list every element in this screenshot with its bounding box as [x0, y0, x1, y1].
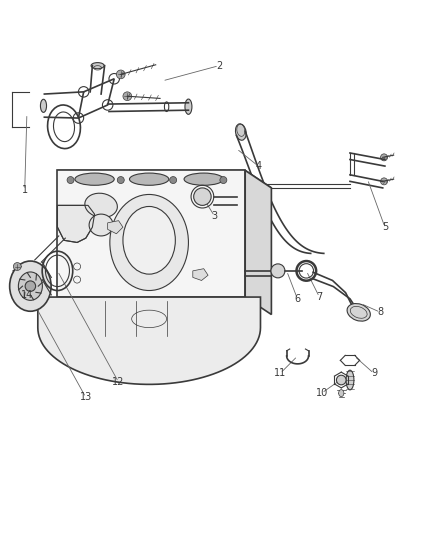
Text: 8: 8 — [378, 308, 384, 317]
Text: 6: 6 — [294, 294, 300, 304]
Ellipse shape — [110, 195, 188, 290]
Ellipse shape — [91, 62, 104, 69]
Polygon shape — [38, 297, 261, 384]
Polygon shape — [245, 171, 272, 314]
Text: 9: 9 — [371, 368, 377, 378]
Polygon shape — [57, 171, 245, 297]
Ellipse shape — [336, 375, 346, 385]
Ellipse shape — [10, 261, 51, 311]
Text: 10: 10 — [315, 388, 328, 398]
Ellipse shape — [75, 173, 114, 185]
Circle shape — [117, 70, 125, 79]
Ellipse shape — [346, 370, 354, 390]
Circle shape — [123, 92, 132, 101]
Text: 14: 14 — [21, 290, 33, 300]
Ellipse shape — [40, 99, 46, 112]
Circle shape — [170, 176, 177, 183]
Ellipse shape — [18, 272, 42, 300]
Text: 12: 12 — [113, 377, 125, 387]
Text: 11: 11 — [274, 368, 286, 378]
Circle shape — [67, 176, 74, 183]
Polygon shape — [193, 269, 208, 280]
Polygon shape — [108, 221, 123, 234]
Ellipse shape — [347, 303, 371, 321]
Circle shape — [381, 154, 388, 161]
Text: 4: 4 — [255, 161, 261, 171]
Text: 13: 13 — [80, 392, 92, 402]
Circle shape — [13, 263, 21, 270]
Ellipse shape — [185, 99, 192, 115]
Ellipse shape — [89, 214, 113, 236]
Ellipse shape — [271, 264, 285, 278]
Polygon shape — [57, 171, 272, 188]
Text: 7: 7 — [316, 292, 322, 302]
Ellipse shape — [194, 188, 211, 205]
Circle shape — [117, 176, 124, 183]
Text: 1: 1 — [21, 185, 28, 195]
Circle shape — [25, 281, 35, 292]
Circle shape — [381, 178, 388, 185]
Ellipse shape — [236, 124, 246, 140]
Ellipse shape — [85, 193, 117, 217]
Circle shape — [220, 176, 227, 183]
Ellipse shape — [123, 206, 175, 274]
Text: 3: 3 — [212, 211, 218, 221]
Ellipse shape — [184, 173, 223, 185]
Text: 5: 5 — [382, 222, 388, 232]
Ellipse shape — [339, 390, 344, 397]
Polygon shape — [57, 205, 95, 243]
Text: 2: 2 — [216, 61, 222, 71]
Ellipse shape — [130, 173, 169, 185]
